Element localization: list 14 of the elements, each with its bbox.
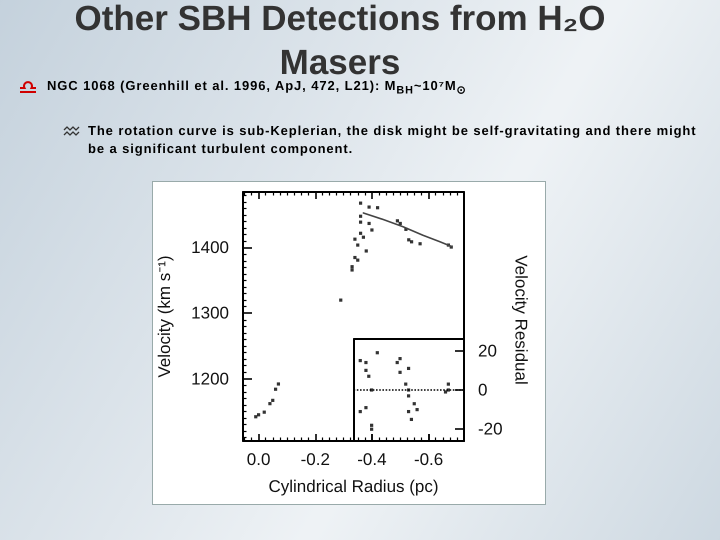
y-axis-title: Velocity (km s⁻¹)	[155, 255, 174, 378]
y-tick-label: 20	[478, 341, 497, 360]
x-tick-label: -0.4	[357, 450, 387, 469]
y-tick-label: -20	[478, 420, 503, 439]
y-tick-label: 1300	[191, 304, 229, 323]
x-tick-label: -0.6	[414, 450, 444, 469]
y-axis-title: Velocity Residual	[512, 255, 530, 385]
text: The rotation curve is sub-Keplerian, the disk might be self-gravitating and there might be a significant turbulent component.	[88, 122, 698, 158]
x-tick-label: 0.0	[246, 450, 270, 469]
y-tick-label: 0	[478, 380, 488, 400]
x-axis-title: Cylindrical Radius (pc)	[268, 477, 439, 496]
y-tick-label: 1400	[191, 238, 229, 258]
x-tick-label: -0.2	[300, 450, 330, 469]
y-tick-label: 1200	[191, 369, 229, 388]
